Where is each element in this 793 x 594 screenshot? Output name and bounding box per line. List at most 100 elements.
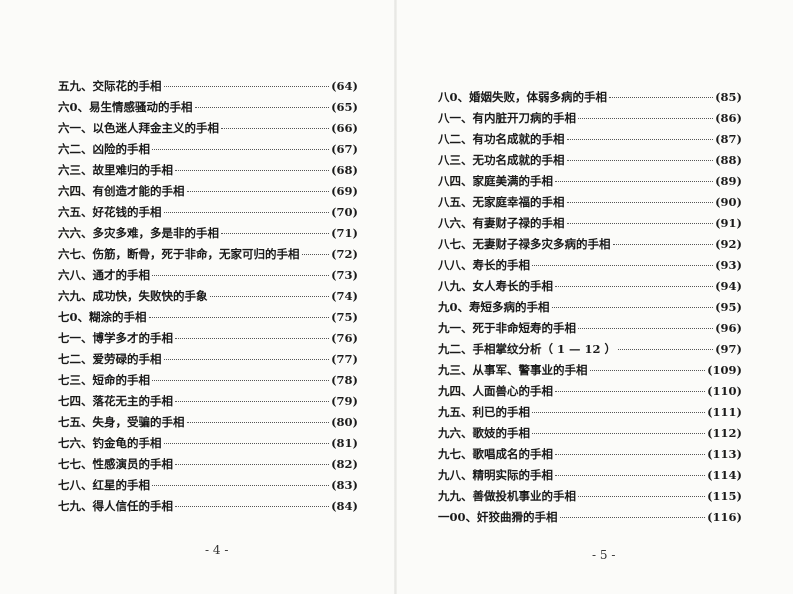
toc-entry-title: 六五、好花钱的手相 — [58, 205, 162, 219]
toc-entry-page: (81) — [331, 436, 358, 450]
dot-leader — [566, 222, 714, 224]
toc-entry: 九六、歌妓的手相 (112) — [438, 423, 742, 444]
dot-leader — [209, 295, 330, 297]
dot-leader — [618, 348, 714, 350]
toc-entry: 七0、糊涂的手相 (75) — [58, 307, 358, 328]
dot-leader — [163, 358, 330, 360]
toc-entry-page: (73) — [331, 268, 358, 282]
toc-entry: 六一、以色迷人拜金主义的手相 (66) — [58, 118, 358, 139]
toc-entry-page: (72) — [331, 247, 358, 261]
toc-entry: 八八、寿长的手相 (93) — [438, 255, 742, 276]
toc-entry: 九二、手相掌纹分析（ 1 — 12 ） (97) — [438, 339, 742, 360]
dot-leader — [555, 285, 714, 287]
toc-entry: 七七、性感演员的手相 (82) — [58, 454, 358, 475]
dot-leader — [186, 190, 330, 192]
toc-entry: 九九、善做投机事业的手相 (115) — [438, 486, 742, 507]
toc-entry: 七八、红星的手相 (83) — [58, 475, 358, 496]
toc-entry-page: (69) — [331, 184, 358, 198]
dot-leader — [578, 327, 714, 329]
toc-entry-title: 六二、凶险的手相 — [58, 142, 150, 156]
toc-entry: 八六、有妻财子禄的手相 (91) — [438, 213, 742, 234]
toc-entry-title: 六六、多灾多难，多是非的手相 — [58, 226, 219, 240]
toc-entry-title: 九九、善做投机事业的手相 — [438, 489, 576, 503]
toc-entry: 一00、奸狡曲猾的手相 (116) — [438, 507, 742, 528]
toc-entry-page: (84) — [331, 499, 358, 513]
toc-entry: 八一、有内脏开刀病的手相 (86) — [438, 108, 742, 129]
dot-leader — [532, 264, 714, 266]
dot-leader — [566, 159, 714, 161]
toc-entry-title: 九五、利已的手相 — [438, 405, 530, 419]
toc-entry-page: (111) — [707, 405, 742, 419]
toc-entry-page: (110) — [707, 384, 742, 398]
toc-entry: 六五、好花钱的手相 (70) — [58, 202, 358, 223]
toc-entry-page: (89) — [715, 174, 742, 188]
dot-leader — [186, 421, 330, 423]
toc-entry: 六八、通才的手相 (73) — [58, 265, 358, 286]
toc-entry-title: 六九、成功快，失败快的手象 — [58, 289, 208, 303]
dot-leader — [152, 379, 330, 381]
toc-entry-page: (86) — [715, 111, 742, 125]
toc-entry: 八0、婚姻失败，体弱多病的手相 (85) — [438, 87, 742, 108]
toc-entry: 六三、故里难归的手相 (68) — [58, 160, 358, 181]
toc-entry: 五九、交际花的手相 (64) — [58, 76, 358, 97]
toc-entry-title: 六四、有创造才能的手相 — [58, 184, 185, 198]
dot-leader — [163, 442, 330, 444]
toc-entry-title: 九七、歌唱成名的手相 — [438, 447, 553, 461]
toc-entry-title: 九一、死于非命短寿的手相 — [438, 321, 576, 335]
dot-leader — [578, 117, 714, 119]
toc-entry-page: (66) — [331, 121, 358, 135]
toc-entry: 八七、无妻财子禄多灾多病的手相 (92) — [438, 234, 742, 255]
toc-entry: 六四、有创造才能的手相 (69) — [58, 181, 358, 202]
toc-entry-title: 六三、故里难归的手相 — [58, 163, 173, 177]
toc-entry-page: (114) — [707, 468, 742, 482]
dot-leader — [175, 505, 330, 507]
toc-entry: 六七、伤筋，断骨，死于非命，无家可归的手相 (72) — [58, 244, 358, 265]
dot-leader — [175, 463, 330, 465]
toc-entry: 七九、得人信任的手相 (84) — [58, 496, 358, 517]
toc-entry-page: (116) — [707, 510, 742, 524]
toc-entry: 八五、无家庭幸福的手相 (90) — [438, 192, 742, 213]
toc-entry: 九七、歌唱成名的手相 (113) — [438, 444, 742, 465]
book-spine-fold — [394, 0, 397, 594]
toc-entry: 九三、从事军、警事业的手相 (109) — [438, 360, 742, 381]
toc-entry: 八二、有功名成就的手相 (87) — [438, 129, 742, 150]
page-number-left: - 4 - — [205, 543, 229, 557]
dot-leader — [221, 232, 330, 234]
toc-entry-page: (68) — [331, 163, 358, 177]
toc-entry-title: 九六、歌妓的手相 — [438, 426, 530, 440]
toc-entry-page: (82) — [331, 457, 358, 471]
toc-entry-page: (97) — [715, 342, 742, 356]
dot-leader — [221, 127, 330, 129]
toc-entry-page: (87) — [715, 132, 742, 146]
dot-leader — [163, 211, 330, 213]
toc-entry-page: (93) — [715, 258, 742, 272]
dot-leader — [152, 148, 330, 150]
toc-entry: 八三、无功名成就的手相 (88) — [438, 150, 742, 171]
toc-entry: 八四、家庭美满的手相 (89) — [438, 171, 742, 192]
toc-entry-title: 八九、女人寿长的手相 — [438, 279, 553, 293]
toc-entry-title: 八二、有功名成就的手相 — [438, 132, 565, 146]
dot-leader — [152, 484, 330, 486]
toc-entry-title: 八三、无功名成就的手相 — [438, 153, 565, 167]
toc-entry-page: (113) — [707, 447, 742, 461]
toc-entry: 九五、利已的手相 (111) — [438, 402, 742, 423]
toc-entry-page: (79) — [331, 394, 358, 408]
dot-leader — [566, 201, 714, 203]
toc-entry: 七五、失身，受骗的手相 (80) — [58, 412, 358, 433]
toc-entry-title: 七八、红星的手相 — [58, 478, 150, 492]
dot-leader — [612, 243, 714, 245]
toc-entry-page: (74) — [331, 289, 358, 303]
toc-entry: 七三、短命的手相 (78) — [58, 370, 358, 391]
dot-leader — [555, 453, 706, 455]
toc-entry-title: 七一、博学多才的手相 — [58, 331, 173, 345]
toc-entry-page: (70) — [331, 205, 358, 219]
toc-entry-page: (76) — [331, 331, 358, 345]
toc-entry-title: 七九、得人信任的手相 — [58, 499, 173, 513]
toc-entry-page: (80) — [331, 415, 358, 429]
dot-leader — [555, 390, 706, 392]
toc-entry-title: 八五、无家庭幸福的手相 — [438, 195, 565, 209]
toc-entry-title: 六八、通才的手相 — [58, 268, 150, 282]
toc-entry-title: 八四、家庭美满的手相 — [438, 174, 553, 188]
toc-entry-title: 八八、寿长的手相 — [438, 258, 530, 272]
dot-leader — [175, 400, 330, 402]
